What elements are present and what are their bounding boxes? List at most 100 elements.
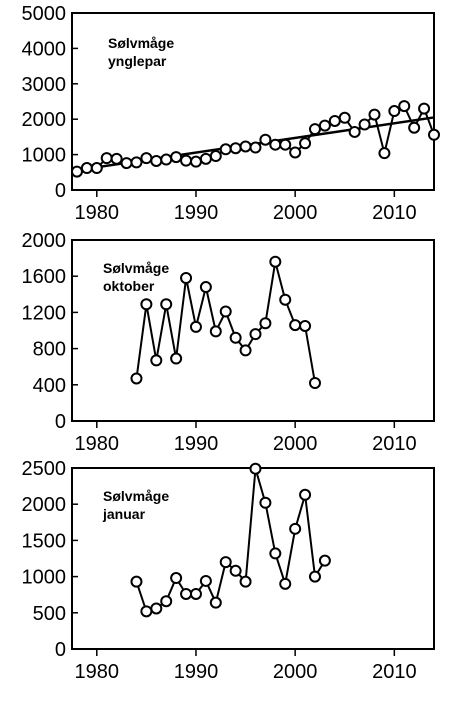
- y-tick-label: 0: [55, 411, 66, 433]
- panel-title-line: Sølvmåge: [103, 260, 169, 276]
- y-tick-label: 0: [55, 180, 66, 202]
- panel-title-line: oktober: [103, 278, 155, 294]
- x-tick-label: 2000: [273, 661, 318, 683]
- data-point: [289, 319, 302, 332]
- data-point: [219, 305, 232, 318]
- data-point: [180, 154, 193, 167]
- data-point: [318, 119, 331, 132]
- y-tick-label: 2000: [22, 230, 67, 252]
- panel-title-line: Sølvmåge: [108, 35, 174, 51]
- data-point: [289, 522, 302, 535]
- data-point: [308, 570, 321, 583]
- y-tick-label: 4000: [22, 38, 67, 60]
- data-point: [150, 354, 163, 367]
- data-point: [279, 293, 292, 306]
- x-tick-label: 1980: [75, 661, 120, 683]
- data-point: [180, 587, 193, 600]
- data-point: [209, 325, 222, 338]
- x-tick-label: 1990: [174, 202, 219, 224]
- chart-panel-1: 0 1000 2000 3000 4000 5000 1980 1990 2000 2010 Søl…: [22, 3, 440, 224]
- data-point: [348, 125, 361, 138]
- data-point: [289, 146, 302, 159]
- data-point: [299, 319, 312, 332]
- data-point: [199, 152, 212, 165]
- y-tick-label: 400: [33, 375, 66, 397]
- y-tick-label: 1600: [22, 266, 67, 288]
- data-point: [388, 105, 401, 118]
- data-point: [170, 352, 183, 365]
- x-tick-label: 1990: [174, 661, 219, 683]
- y-tick-label: 2000: [22, 109, 67, 131]
- data-point: [239, 575, 252, 588]
- x-tick-label: 2010: [372, 433, 417, 455]
- data-point: [130, 372, 143, 385]
- chart-panel-3: 0 500 1000 1500 2000 2500 1980 1990 2000 2010 Sølv…: [22, 458, 435, 683]
- data-point: [308, 376, 321, 389]
- data-point: [239, 344, 252, 357]
- y-tick-label: 5000: [22, 3, 67, 25]
- data-point: [170, 572, 183, 585]
- data-point: [279, 138, 292, 151]
- data-point: [239, 140, 252, 153]
- data-point: [160, 153, 173, 166]
- data-point: [269, 547, 282, 560]
- data-point: [80, 162, 93, 175]
- data-point: [279, 577, 292, 590]
- data-point: [100, 152, 113, 165]
- data-point: [259, 133, 272, 146]
- data-point: [130, 575, 143, 588]
- data-point: [259, 496, 272, 509]
- data-point: [70, 165, 83, 178]
- x-tick-label: 1980: [75, 202, 120, 224]
- y-tick-label: 1500: [22, 530, 67, 552]
- x-tick-label: 2000: [273, 202, 318, 224]
- data-point: [180, 272, 193, 285]
- data-point: [368, 108, 381, 121]
- data-point: [229, 331, 242, 344]
- plot-frame: [71, 12, 435, 191]
- data-point: [140, 605, 153, 618]
- y-tick-label: 1200: [22, 302, 67, 324]
- y-tick-label: 2500: [22, 458, 67, 480]
- panel-title-line: Sølvmåge: [103, 488, 169, 504]
- data-point: [110, 152, 123, 165]
- data-point: [140, 152, 153, 165]
- data-point: [189, 155, 202, 168]
- data-point: [219, 143, 232, 156]
- data-point: [199, 574, 212, 587]
- data-point: [150, 154, 163, 167]
- data-point: [428, 128, 440, 141]
- plot-frame: [71, 239, 435, 422]
- data-point: [160, 298, 173, 311]
- y-tick-label: 1000: [22, 145, 67, 167]
- data-point: [160, 595, 173, 608]
- chart-panel-2: 0 400 800 1200 1600 2000 1980 1990 2000 2010 Sølvm…: [22, 230, 435, 455]
- data-point: [259, 317, 272, 330]
- data-point: [338, 111, 351, 124]
- data-point: [90, 162, 103, 175]
- y-tick-label: 1000: [22, 567, 67, 589]
- data-point: [408, 121, 421, 134]
- panel-title-line: januar: [102, 506, 146, 522]
- y-tick-label: 0: [55, 639, 66, 661]
- x-tick-label: 2000: [273, 433, 318, 455]
- y-tick-label: 3000: [22, 74, 67, 96]
- y-tick-label: 500: [33, 603, 66, 625]
- x-tick-label: 2010: [372, 661, 417, 683]
- data-point: [229, 142, 242, 155]
- data-point: [269, 255, 282, 268]
- data-point: [249, 328, 262, 341]
- data-point: [299, 488, 312, 501]
- data-point: [269, 138, 282, 151]
- data-point: [398, 100, 411, 113]
- y-tick-label: 800: [33, 339, 66, 361]
- x-tick-label: 2010: [372, 202, 417, 224]
- panel-title-line: ynglepar: [108, 53, 167, 69]
- data-point: [418, 102, 431, 115]
- data-point: [308, 123, 321, 136]
- data-point: [209, 596, 222, 609]
- data-point: [249, 462, 262, 475]
- data-point: [209, 150, 222, 163]
